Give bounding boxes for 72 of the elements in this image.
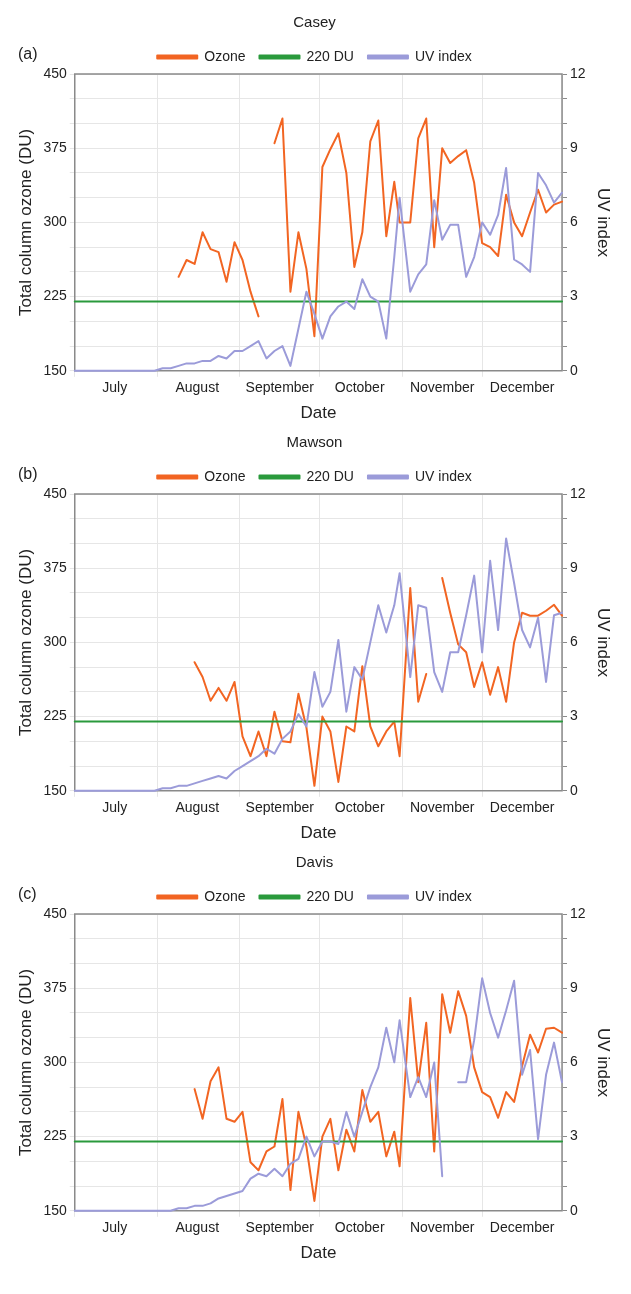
x-tick-label: August xyxy=(175,379,220,396)
y-axis-title: Total column ozone (DU) xyxy=(15,968,35,1156)
y-tick-label: 300 xyxy=(43,633,67,650)
y2-tick-label: 9 xyxy=(570,559,579,576)
text: (a) xyxy=(18,45,38,63)
x-tick-label: December xyxy=(489,799,555,816)
y-tick-label: 225 xyxy=(43,287,67,304)
y-tick-label: 225 xyxy=(43,707,67,724)
y2-tick-label: 6 xyxy=(570,213,579,230)
y2-tick-label: 12 xyxy=(570,64,586,81)
y2-tick-label: 12 xyxy=(570,484,586,501)
y-tick-label: 450 xyxy=(43,904,67,921)
y2-tick-label: 6 xyxy=(570,1053,579,1070)
y2-tick-label: 0 xyxy=(570,1201,579,1218)
legend-label: UV index xyxy=(414,467,472,484)
legend-label: Ozone xyxy=(204,467,246,484)
x-tick-label: July xyxy=(102,799,128,816)
x-tick-label: August xyxy=(175,799,220,816)
x-tick-label: September xyxy=(245,379,315,396)
x-tick-label: December xyxy=(489,1219,555,1236)
x-tick-label: August xyxy=(175,1219,220,1236)
x-tick-label: October xyxy=(334,379,385,396)
y-tick-label: 300 xyxy=(43,1053,67,1070)
legend-label: Ozone xyxy=(204,47,246,64)
y2-tick-label: 0 xyxy=(570,781,579,798)
text: (c) xyxy=(18,885,37,903)
y2-tick-label: 3 xyxy=(570,287,579,304)
x-tick-label: September xyxy=(245,799,315,816)
y-tick-label: 375 xyxy=(43,559,67,576)
y-tick-label: 375 xyxy=(43,979,67,996)
legend-label: UV index xyxy=(414,47,472,64)
x-tick-label: November xyxy=(409,1219,475,1236)
x-tick-label: October xyxy=(334,799,385,816)
y-tick-label: 225 xyxy=(43,1127,67,1144)
legend-label: 220 DU xyxy=(306,47,354,64)
y2-tick-label: 3 xyxy=(570,1127,579,1144)
x-tick-label: December xyxy=(489,379,555,396)
legend-label: 220 DU xyxy=(306,887,354,904)
legend-label: UV index xyxy=(414,887,472,904)
text: (b) xyxy=(18,465,38,483)
y2-axis-title: UV index xyxy=(594,1027,614,1098)
y-axis-title: Total column ozone (DU) xyxy=(15,548,35,736)
y2-tick-label: 9 xyxy=(570,979,579,996)
y2-tick-label: 0 xyxy=(570,361,579,378)
x-tick-label: July xyxy=(102,1219,128,1236)
y2-axis-title: UV index xyxy=(594,187,614,258)
y2-tick-label: 12 xyxy=(570,904,586,921)
legend-label: 220 DU xyxy=(306,467,354,484)
y-tick-label: 150 xyxy=(43,1201,67,1218)
y-tick-label: 150 xyxy=(43,361,67,378)
x-axis-title: Date xyxy=(300,403,337,423)
chart-title: Casey xyxy=(293,13,337,31)
y-tick-label: 450 xyxy=(43,484,67,501)
x-tick-label: November xyxy=(409,379,475,396)
y2-axis-title: UV index xyxy=(594,607,614,678)
x-tick-label: November xyxy=(409,799,475,816)
legend-label: Ozone xyxy=(204,887,246,904)
y-tick-label: 450 xyxy=(43,64,67,81)
y2-tick-label: 9 xyxy=(570,139,579,156)
y2-tick-label: 3 xyxy=(570,707,579,724)
x-axis-title: Date xyxy=(300,823,337,843)
x-axis-title: Date xyxy=(300,1243,337,1263)
x-tick-label: July xyxy=(102,379,128,396)
chart-title: Mawson xyxy=(286,433,343,451)
x-tick-label: September xyxy=(245,1219,315,1236)
y-axis-title: Total column ozone (DU) xyxy=(15,128,35,316)
y-tick-label: 300 xyxy=(43,213,67,230)
y2-tick-label: 6 xyxy=(570,633,579,650)
x-tick-label: October xyxy=(334,1219,385,1236)
y-tick-label: 150 xyxy=(43,781,67,798)
chart-title: Davis xyxy=(295,853,334,871)
y-tick-label: 375 xyxy=(43,139,67,156)
